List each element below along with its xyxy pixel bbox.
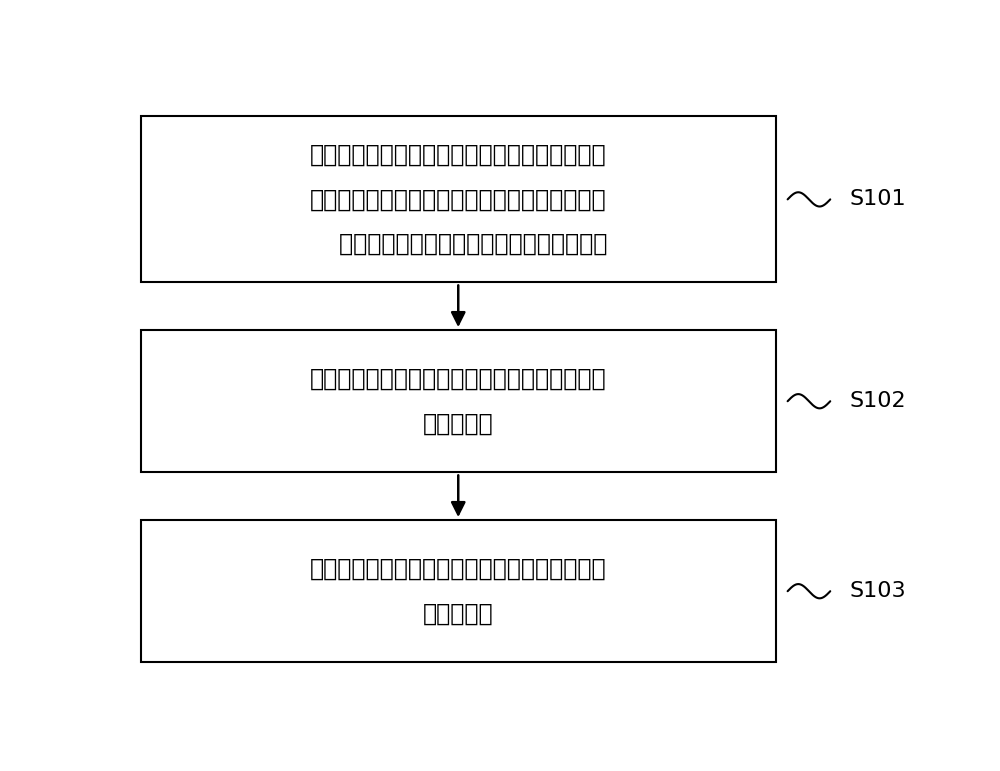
Text: 根据所述第一预测轨迹和所述第二预测轨迹确定: 根据所述第一预测轨迹和所述第二预测轨迹确定: [310, 367, 607, 391]
Text: S101: S101: [850, 190, 906, 210]
Text: S103: S103: [850, 581, 906, 601]
Text: 碰撞区域；: 碰撞区域；: [423, 412, 494, 436]
Text: 测轨迹为障碍物车辆的路口预测轨迹，所述第二: 测轨迹为障碍物车辆的路口预测轨迹，所述第二: [310, 187, 607, 211]
FancyBboxPatch shape: [140, 116, 776, 282]
Text: 预测轨迹为自动驾驶车辆的路口预测轨迹；: 预测轨迹为自动驾驶车辆的路口预测轨迹；: [309, 232, 607, 256]
Text: S102: S102: [850, 391, 906, 411]
Text: 根据所述碰撞区域确定所述自动驾驶车辆的路口: 根据所述碰撞区域确定所述自动驾驶车辆的路口: [310, 557, 607, 581]
Text: 行驶路径。: 行驶路径。: [423, 601, 494, 625]
FancyBboxPatch shape: [140, 520, 776, 662]
FancyBboxPatch shape: [140, 330, 776, 473]
Text: 获取第一预测轨迹和第二预测轨迹，所述第一预: 获取第一预测轨迹和第二预测轨迹，所述第一预: [310, 143, 607, 167]
